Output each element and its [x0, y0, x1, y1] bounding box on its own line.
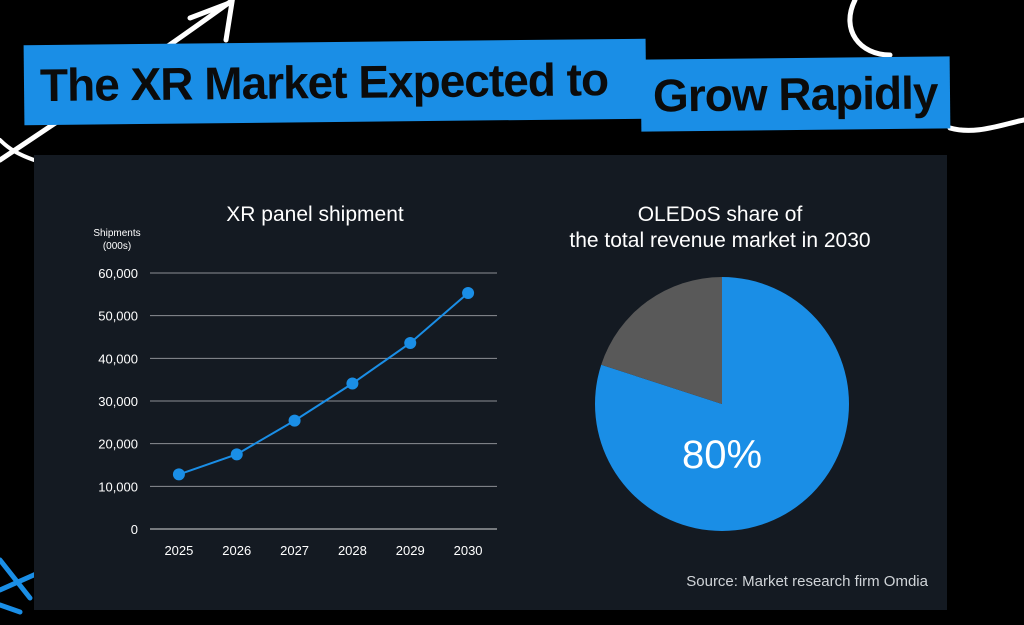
data-point — [288, 414, 301, 427]
x-tick-label: 2025 — [164, 543, 193, 558]
scribble-curve-right — [847, 0, 1024, 133]
y-tick-label: 60,000 — [98, 266, 138, 281]
line-chart-title: XR panel shipment — [226, 203, 404, 226]
scribble-arrow-head — [187, 0, 235, 43]
y-tick-label: 50,000 — [98, 309, 138, 324]
x-tick-label: 2028 — [338, 543, 367, 558]
data-point — [462, 287, 475, 300]
scribble-lines-left — [0, 138, 36, 162]
pie-title-line-1: OLEDoS share of — [637, 203, 803, 226]
y-tick-label: 20,000 — [98, 437, 138, 452]
y-tick-label: 40,000 — [98, 351, 138, 366]
y-tick-label: 30,000 — [98, 394, 138, 409]
pie-data-label: 80% — [682, 433, 762, 477]
y-axis-label-line-1: Shipments — [93, 228, 141, 239]
x-tick-label: 2027 — [280, 543, 309, 558]
x-tick-label: 2026 — [222, 543, 251, 558]
x-tick-label: 2030 — [454, 543, 483, 558]
y-tick-label: 10,000 — [98, 479, 138, 494]
y-axis-label: Shipments (000s) — [82, 227, 152, 253]
data-point — [346, 377, 359, 390]
pie-title-line-2: the total revenue market in 2030 — [569, 229, 871, 252]
pie-chart-title: OLEDoS share of the total revenue market… — [540, 202, 900, 254]
x-tick-label: 2029 — [396, 543, 425, 558]
data-point — [172, 468, 185, 481]
y-tick-label: 0 — [131, 522, 138, 537]
series-line — [178, 292, 469, 476]
y-axis-label-line-2: (000s) — [102, 241, 132, 252]
pie-slice-other — [601, 277, 722, 404]
data-point — [230, 448, 243, 461]
data-point — [404, 336, 417, 349]
source-note: Source: Market research firm Omdia — [686, 573, 928, 590]
